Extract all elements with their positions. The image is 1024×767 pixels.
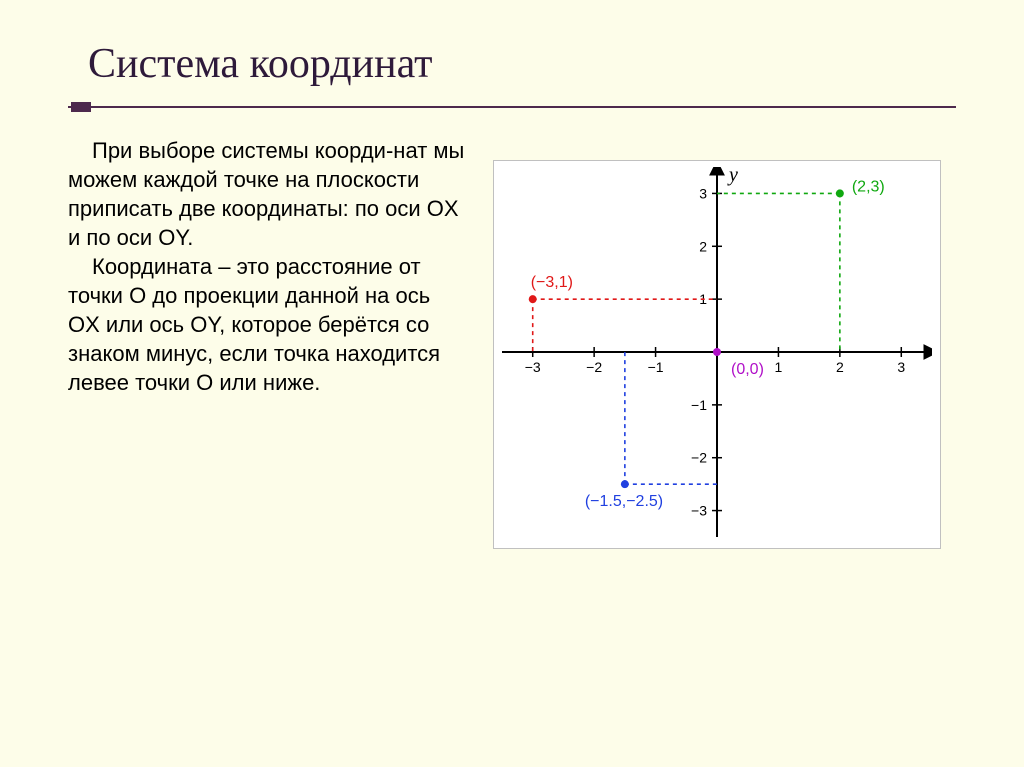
paragraph-2: Координата – это расстояние от точки O д… bbox=[68, 252, 468, 397]
y-tick-label: −2 bbox=[691, 450, 707, 466]
y-tick-label: −3 bbox=[691, 503, 707, 519]
data-point bbox=[529, 295, 537, 303]
paragraph-1: При выборе системы коорди-нат мы можем к… bbox=[68, 136, 468, 252]
graph-column: −3−2−1123−3−2−1123xy(0,0)(2,3)(−3,1)(−1.… bbox=[478, 136, 956, 549]
y-tick-label: 3 bbox=[699, 185, 707, 201]
content-row: При выборе системы коорди-нат мы можем к… bbox=[68, 136, 956, 549]
data-point bbox=[621, 480, 629, 488]
divider-accent bbox=[71, 102, 91, 112]
y-tick-label: 2 bbox=[699, 238, 707, 254]
point-label: (−3,1) bbox=[531, 274, 573, 291]
x-tick-label: −3 bbox=[525, 359, 541, 375]
text-column: При выборе системы коорди-нат мы можем к… bbox=[68, 136, 468, 549]
x-tick-label: −1 bbox=[648, 359, 664, 375]
divider-line bbox=[68, 106, 956, 108]
y-axis-label: y bbox=[727, 167, 738, 186]
coordinate-graph: −3−2−1123−3−2−1123xy(0,0)(2,3)(−3,1)(−1.… bbox=[502, 167, 932, 537]
graph-frame: −3−2−1123−3−2−1123xy(0,0)(2,3)(−3,1)(−1.… bbox=[493, 160, 941, 549]
x-tick-label: −2 bbox=[586, 359, 602, 375]
slide-title: Система координат bbox=[88, 40, 956, 88]
title-divider bbox=[68, 106, 956, 108]
origin-point bbox=[713, 348, 721, 356]
y-tick-label: −1 bbox=[691, 397, 707, 413]
x-tick-label: 2 bbox=[836, 359, 844, 375]
data-point bbox=[836, 189, 844, 197]
x-tick-label: 1 bbox=[775, 359, 783, 375]
origin-label: (0,0) bbox=[731, 361, 764, 378]
point-label: (2,3) bbox=[852, 178, 885, 195]
point-label: (−1.5,−2.5) bbox=[585, 493, 663, 510]
x-tick-label: 3 bbox=[897, 359, 905, 375]
